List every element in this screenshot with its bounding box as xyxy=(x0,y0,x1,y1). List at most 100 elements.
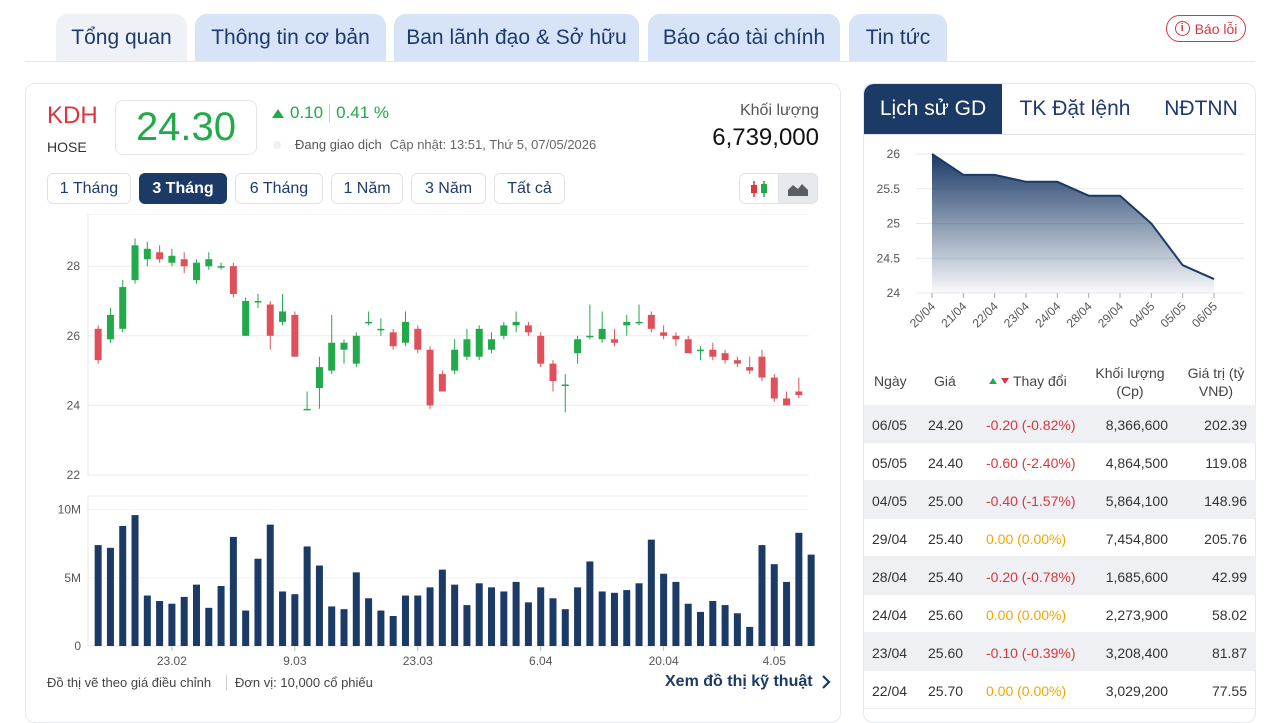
history-table-header: Ngày Giá Thay đổi Khối lượng (Cp) Giá tr… xyxy=(864,360,1256,404)
tab-financial-reports[interactable]: Báo cáo tài chính xyxy=(648,14,840,62)
history-cell-date: 29/04 xyxy=(872,531,908,547)
range-all-button[interactable]: Tất cả xyxy=(494,173,565,204)
history-row[interactable]: 05/05 24.40 -0.60 (-2.40%) 4,864,500 119.08 xyxy=(864,443,1256,481)
range-3-month-button[interactable]: 3 Tháng xyxy=(139,173,227,204)
volume-bar xyxy=(684,603,692,646)
volume-bar xyxy=(574,587,582,646)
volume-bar xyxy=(414,595,422,646)
candle-body xyxy=(389,332,397,347)
status-dot-icon xyxy=(273,140,281,149)
volume-bar xyxy=(192,584,200,646)
candle-body xyxy=(598,328,606,340)
history-row[interactable]: 24/04 25.60 0.00 (0.00%) 2,273,900 58.02 xyxy=(864,595,1256,633)
candle-body xyxy=(266,304,274,336)
price-tick-label: 24 xyxy=(67,398,81,412)
area-y-tick-label: 24.5 xyxy=(877,251,901,265)
tab-basic-info[interactable]: Thông tin cơ bản xyxy=(195,14,386,62)
history-cell-price: 24.20 xyxy=(928,417,964,433)
update-time: Cập nhật: 13:51, Thứ 5, 07/05/2026 xyxy=(389,137,597,152)
history-row[interactable]: 04/05 25.00 -0.40 (-1.57%) 5,864,100 148.96 xyxy=(864,481,1256,519)
history-row[interactable]: 28/04 25.40 -0.20 (-0.78%) 1,685,600 42.99 xyxy=(864,557,1256,595)
history-row[interactable]: 29/04 25.40 0.00 (0.00%) 7,454,800 205.76 xyxy=(864,519,1256,557)
range-6-month-button[interactable]: 6 Tháng xyxy=(235,173,323,204)
candle-body xyxy=(119,287,127,329)
candle-body xyxy=(106,314,114,340)
volume-bar xyxy=(229,536,237,646)
volume-bar xyxy=(537,587,545,646)
candle-body xyxy=(192,262,200,281)
candle-body xyxy=(647,314,655,329)
history-cell-price: 25.60 xyxy=(928,645,964,661)
history-cell-value: 148.96 xyxy=(1204,493,1247,509)
range-1-year-button[interactable]: 1 Năm xyxy=(331,173,403,204)
right-tabs-divider xyxy=(864,134,1256,135)
x-tick-label: 23.02 xyxy=(157,654,187,668)
candle-body xyxy=(660,332,668,336)
candle-body xyxy=(500,325,508,336)
history-cell-date: 05/05 xyxy=(872,455,908,471)
x-tick-label: 4.05 xyxy=(763,654,787,668)
area-chart-button[interactable] xyxy=(778,173,818,204)
volume-bar xyxy=(143,595,151,646)
candle-body xyxy=(365,321,373,324)
volume-bar xyxy=(500,591,508,646)
candlestick-chart-button[interactable] xyxy=(739,173,779,204)
tab-order-stats[interactable]: TK Đặt lệnh xyxy=(1019,97,1131,120)
price-volume-chart[interactable]: 28 26 24 22 10M 5M 0 23.02 9.03 23.03 6.04 20.04 4.0… xyxy=(47,214,817,674)
history-cell-price: 25.40 xyxy=(928,531,964,547)
area-x-tick-label: 22/04 xyxy=(970,299,1001,330)
candle-body xyxy=(438,374,446,392)
history-cell-change: 0.00 (0.00%) xyxy=(986,531,1067,547)
volume-tick-label: 0 xyxy=(74,639,81,653)
x-tick-label: 20.04 xyxy=(649,654,679,668)
area-line xyxy=(931,153,1215,281)
header-change: Thay đổi xyxy=(1013,373,1067,389)
history-row[interactable]: 22/04 25.70 0.00 (0.00%) 3,029,200 77.55 xyxy=(864,671,1256,709)
chevron-right-icon xyxy=(821,675,831,689)
candle-body xyxy=(746,367,754,371)
price-tick-label: 28 xyxy=(67,259,81,273)
tab-news[interactable]: Tin tức xyxy=(849,14,947,62)
candle-body xyxy=(401,321,409,343)
area-x-tick-label: 05/05 xyxy=(1158,299,1189,330)
history-cell-change: -0.40 (-1.57%) xyxy=(986,493,1076,509)
area-x-tick-label: 06/05 xyxy=(1189,299,1220,330)
area-y-tick-label: 24 xyxy=(887,286,901,300)
range-1-month-button[interactable]: 1 Tháng xyxy=(47,173,131,204)
history-row[interactable]: 06/05 24.20 -0.20 (-0.82%) 8,366,600 202.39 xyxy=(864,405,1256,443)
candle-body xyxy=(143,248,151,260)
volume-bar xyxy=(672,581,680,646)
volume-bar xyxy=(352,572,360,646)
tab-foreign-investors[interactable]: NĐTNN xyxy=(1164,97,1238,120)
technical-chart-link[interactable]: Xem đồ thị kỹ thuật xyxy=(665,673,831,691)
volume-bar xyxy=(315,565,323,646)
report-error-button[interactable]: i Báo lỗi xyxy=(1166,15,1246,42)
candle-body xyxy=(623,321,631,326)
history-row[interactable]: 23/04 25.60 -0.10 (-0.39%) 3,208,400 81.87 xyxy=(864,633,1256,671)
volume-bar xyxy=(586,561,594,646)
volume-tick-label: 10M xyxy=(58,503,81,517)
candle-body xyxy=(340,342,348,350)
change-percent: 0.41 % xyxy=(336,103,390,122)
tab-management-ownership[interactable]: Ban lãnh đạo & Sở hữu xyxy=(394,14,639,62)
candle-body xyxy=(205,259,213,267)
volume-bar xyxy=(365,598,373,646)
volume-bar xyxy=(488,587,496,646)
history-cell-change: -0.60 (-2.40%) xyxy=(986,455,1076,471)
candle-body xyxy=(635,321,643,324)
volume-bar xyxy=(377,610,385,646)
volume-bar xyxy=(721,605,729,646)
tab-trade-history[interactable]: Lịch sử GD xyxy=(864,84,1002,134)
tab-overview[interactable]: Tổng quan xyxy=(56,14,187,62)
volume-bar xyxy=(242,610,250,646)
history-cell-date: 23/04 xyxy=(872,645,908,661)
volume-bar xyxy=(94,545,102,646)
history-cell-change: -0.10 (-0.39%) xyxy=(986,645,1076,661)
volume-bar xyxy=(733,613,741,646)
price-tick-label: 26 xyxy=(67,329,81,343)
volume-bar xyxy=(217,586,225,646)
volume-bar xyxy=(512,581,520,646)
candle-body xyxy=(352,335,360,364)
range-3-year-button[interactable]: 3 Năm xyxy=(411,173,486,204)
history-cell-value: 202.39 xyxy=(1204,417,1247,433)
